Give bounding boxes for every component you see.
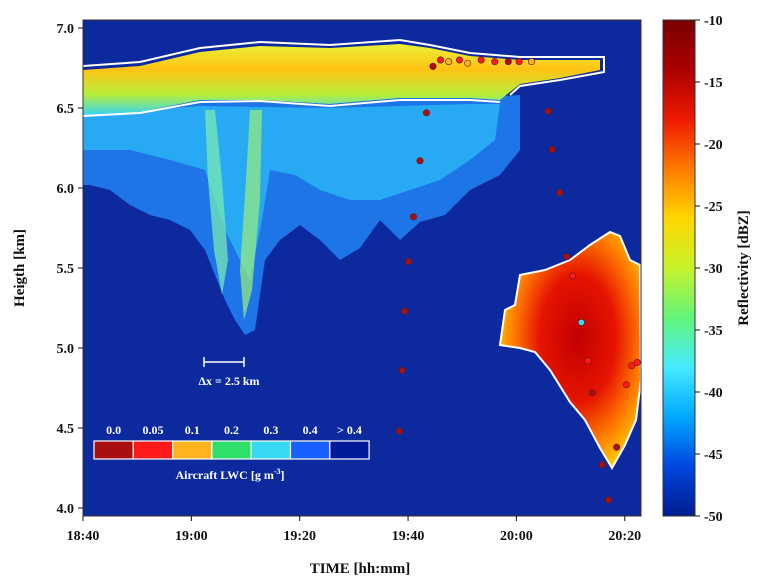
lwc-swatch	[329, 440, 370, 460]
cirrus-streak-a	[205, 110, 228, 295]
aircraft-point	[604, 496, 612, 504]
aircraft-point	[515, 58, 523, 66]
colorbar-tick-label: -50	[704, 510, 723, 525]
cloud-base-outline	[83, 99, 501, 117]
cloud-top-outline	[83, 38, 605, 96]
aircraft-point	[504, 58, 512, 66]
aircraft-point	[405, 258, 413, 266]
y-tick-label: 4.0	[57, 502, 75, 517]
lwc-level-label: 0.2	[224, 423, 239, 437]
colorbar-tick-label: -40	[704, 386, 723, 401]
aircraft-point	[398, 366, 406, 374]
lwc-legend-swatches	[93, 440, 370, 460]
aircraft-point	[528, 58, 536, 66]
lwc-swatch	[132, 440, 174, 460]
x-axis: 18:40 19:00 19:20 19:40 20:00 20:20	[67, 516, 641, 544]
aircraft-point	[401, 307, 409, 315]
colorbar-tick-label: -25	[704, 200, 723, 215]
x-tick-label: 19:00	[175, 529, 208, 544]
lwc-legend-title-end: ]	[281, 468, 285, 482]
lwc-swatch	[93, 440, 134, 460]
lwc-swatch	[289, 440, 331, 460]
aircraft-point	[548, 146, 556, 154]
x-tick-label: 19:40	[392, 529, 425, 544]
lwc-level-label: 0.05	[142, 423, 163, 437]
y-tick-label: 7.0	[57, 22, 75, 37]
lwc-level-label: 0.0	[106, 423, 121, 437]
lwc-legend: 0.0 0.05 0.1 0.2 0.3 0.4 > 0.4 Aircraft LWC [g…	[93, 423, 370, 482]
colorbar-tick-label: -10	[704, 14, 723, 29]
lwc-legend-title: Aircraft LWC [g m-3]	[176, 467, 285, 482]
aircraft-point	[395, 427, 403, 435]
aircraft-point	[584, 357, 592, 365]
aircraft-point	[613, 443, 621, 451]
x-tick-label: 19:20	[283, 529, 316, 544]
aircraft-point	[422, 109, 430, 117]
lwc-legend-labels: 0.0 0.05 0.1 0.2 0.3 0.4 > 0.4	[106, 423, 362, 437]
aircraft-point	[556, 189, 564, 197]
aircraft-point	[491, 58, 499, 66]
aircraft-point	[416, 157, 424, 165]
y-tick-label: 6.5	[57, 102, 75, 117]
colorbar-tick-label: -15	[704, 76, 723, 91]
colorbar-tick-label: -45	[704, 448, 723, 463]
y-axis-title: Heigth [km]	[12, 229, 28, 307]
y-tick-label: 5.5	[57, 262, 75, 277]
lwc-swatch	[172, 440, 213, 460]
aircraft-point	[409, 213, 417, 221]
y-tick-label: 4.5	[57, 422, 75, 437]
y-tick-label: 6.0	[57, 182, 75, 197]
x-tick-label: 20:00	[500, 529, 533, 544]
colorbar-tick-label: -20	[704, 138, 723, 153]
aircraft-point	[477, 56, 485, 64]
aircraft-track	[395, 56, 641, 504]
colorbar-title: Reflectivity [dBZ]	[736, 210, 752, 325]
aircraft-point	[429, 62, 437, 70]
lwc-level-label: 0.3	[263, 423, 278, 437]
lwc-swatch	[211, 440, 252, 460]
aircraft-point	[445, 58, 453, 66]
lwc-legend-title-main: Aircraft LWC [g m	[176, 468, 274, 482]
reflectivity-field	[83, 38, 641, 470]
colorbar-axis: -10 -15 -20 -25 -30 -35 -40 -45 -50	[695, 14, 723, 525]
aircraft-point	[588, 389, 596, 397]
x-tick-label: 20:20	[608, 529, 641, 544]
x-tick-label: 18:40	[67, 529, 100, 544]
aircraft-point	[598, 461, 606, 469]
aircraft-point	[437, 56, 445, 64]
x-axis-title: TIME [hh:mm]	[310, 561, 410, 577]
colorbar-tick-label: -35	[704, 324, 723, 339]
aircraft-point	[544, 107, 552, 115]
aircraft-point	[628, 362, 636, 370]
lwc-swatch	[250, 440, 292, 460]
cirrus-streak-b	[240, 110, 262, 320]
lwc-legend-title-exponent: -3	[274, 467, 281, 476]
aircraft-point	[456, 56, 464, 64]
aircraft-point	[563, 253, 571, 261]
colorbar-tick-label: -30	[704, 262, 723, 277]
y-tick-label: 5.0	[57, 342, 75, 357]
aircraft-point	[622, 381, 630, 389]
scale-bar: Δx = 2.5 km	[198, 357, 260, 388]
colorbar	[662, 19, 696, 517]
aircraft-point	[633, 358, 641, 366]
aircraft-point	[577, 318, 585, 326]
cirrus-core	[83, 104, 500, 280]
lwc-level-label: > 0.4	[337, 423, 362, 437]
lwc-level-label: 0.4	[303, 423, 318, 437]
lwc-level-label: 0.1	[185, 423, 200, 437]
aircraft-point	[569, 272, 577, 280]
aircraft-point	[464, 59, 472, 67]
y-axis: 4.0 4.5 5.0 5.5 6.0 6.5 7.0	[57, 22, 83, 517]
scale-bar-label: Δx = 2.5 km	[198, 374, 259, 388]
